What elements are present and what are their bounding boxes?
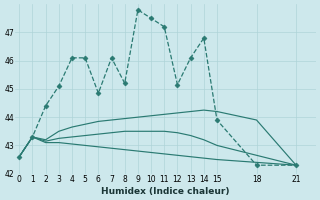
X-axis label: Humidex (Indice chaleur): Humidex (Indice chaleur): [101, 187, 230, 196]
